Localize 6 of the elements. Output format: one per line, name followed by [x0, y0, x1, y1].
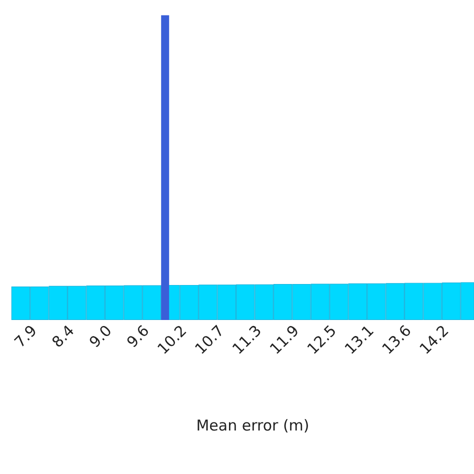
x-tick-label: 9.0 — [86, 322, 116, 352]
x-tick-label: 7.9 — [10, 322, 40, 352]
bar — [161, 15, 170, 320]
x-axis-title: Mean error (m) — [196, 416, 310, 434]
x-tick-label: 9.6 — [123, 322, 153, 352]
x-tick-label: 8.4 — [48, 322, 78, 352]
